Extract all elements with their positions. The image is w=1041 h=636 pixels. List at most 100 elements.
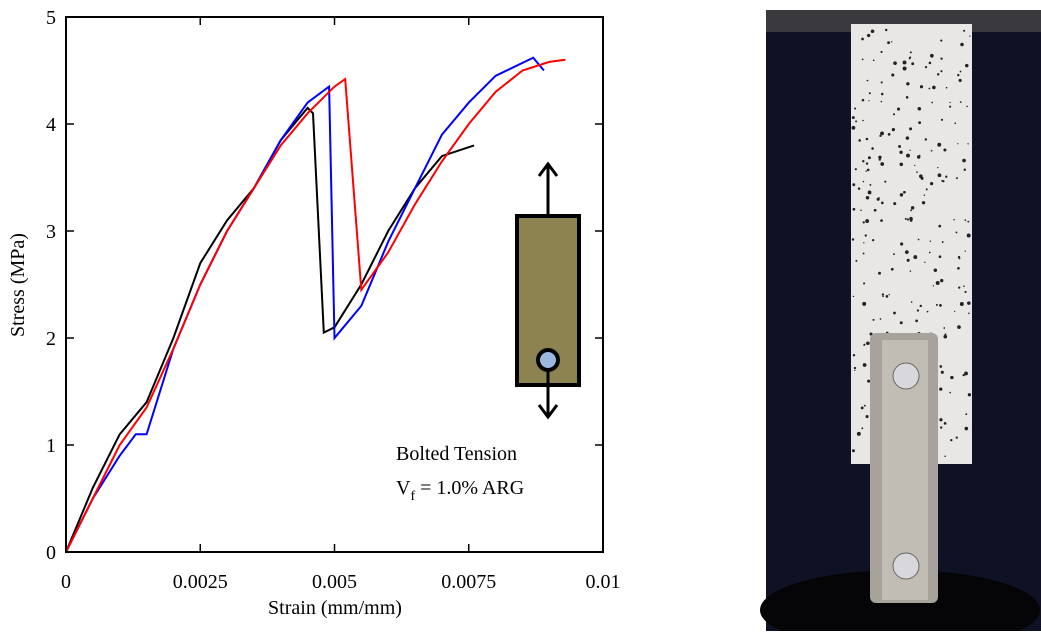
speckle [939, 418, 943, 422]
speckle [880, 131, 884, 136]
speckle [865, 415, 869, 419]
speckle [860, 209, 862, 211]
speckle [926, 310, 929, 313]
speckle [953, 219, 955, 221]
speckle [955, 436, 958, 439]
speckle [893, 61, 897, 66]
speckle [880, 50, 883, 54]
speckle [865, 196, 870, 200]
speckle [937, 173, 942, 178]
speckle [862, 160, 865, 163]
speckle [890, 267, 894, 271]
speckle [879, 134, 882, 138]
speckle [867, 379, 871, 383]
speckle [937, 166, 939, 169]
speckle [880, 92, 884, 96]
speckle [945, 175, 948, 178]
speckle [963, 29, 966, 32]
speckle [919, 174, 923, 179]
speckle [936, 73, 940, 76]
speckle [906, 258, 910, 262]
speckle [872, 318, 875, 321]
speckle [868, 100, 870, 102]
speckle [925, 188, 928, 191]
x-tick-label: 0.005 [312, 571, 357, 593]
speckle [944, 455, 946, 458]
speckle [918, 121, 922, 125]
speckle [890, 41, 893, 43]
speckle [910, 301, 913, 303]
speckle [940, 57, 943, 60]
speckle [945, 86, 948, 89]
speckle [931, 101, 934, 104]
speckle [863, 343, 866, 346]
speckle [857, 187, 861, 190]
speckle [909, 51, 912, 54]
speckle [950, 375, 954, 380]
speckle [944, 333, 947, 336]
bolt-hole [536, 348, 560, 372]
speckle [940, 39, 943, 42]
speckle [964, 426, 969, 431]
speckle [871, 147, 874, 150]
speckle [866, 79, 869, 82]
speckle [929, 182, 934, 186]
annotation: Bolted Tension [396, 443, 517, 465]
speckle [852, 295, 855, 298]
speckle [863, 282, 866, 285]
speckle [878, 158, 881, 161]
photo [760, 10, 1041, 636]
speckle [958, 286, 961, 289]
speckle [915, 319, 918, 323]
speckle [939, 426, 943, 429]
speckle [885, 294, 889, 298]
speckle [887, 41, 891, 45]
speckle [899, 150, 903, 155]
speckle [963, 285, 965, 287]
speckle [868, 92, 871, 95]
speckle [917, 106, 922, 111]
bolt [892, 362, 920, 390]
speckle [940, 370, 944, 374]
speckle [958, 257, 961, 260]
speckle [876, 197, 880, 201]
speckle [964, 219, 967, 221]
speckle [957, 325, 961, 329]
speckle [862, 252, 865, 255]
speckle [923, 194, 926, 196]
speckle [910, 209, 912, 212]
speckle [930, 149, 933, 152]
speckle [933, 268, 938, 273]
speckle [964, 290, 967, 294]
y-tick-label: 3 [46, 221, 56, 243]
x-axis-label: Strain (mm/mm) [268, 597, 402, 619]
y-tick-label: 5 [46, 7, 56, 29]
speckle [957, 73, 960, 77]
speckle [941, 179, 944, 182]
speckle [967, 143, 969, 145]
speckle [949, 101, 951, 104]
speckle [867, 33, 871, 38]
plot-frame [65, 16, 604, 553]
speckle [902, 60, 907, 65]
speckle [965, 413, 968, 416]
speckle [957, 143, 959, 145]
speckle [863, 404, 866, 407]
speckle [938, 255, 942, 259]
speckle [964, 250, 966, 252]
speckle [932, 85, 936, 90]
speckle [929, 240, 932, 243]
speckle [888, 293, 890, 296]
speckle [871, 239, 875, 242]
speckle [853, 366, 857, 370]
speckle [878, 155, 882, 160]
speckle [949, 391, 951, 394]
speckle [954, 310, 956, 313]
speckle [851, 116, 855, 120]
speckle [943, 327, 946, 329]
speckle [855, 120, 858, 123]
speckle [880, 81, 883, 84]
speckle [867, 190, 872, 195]
